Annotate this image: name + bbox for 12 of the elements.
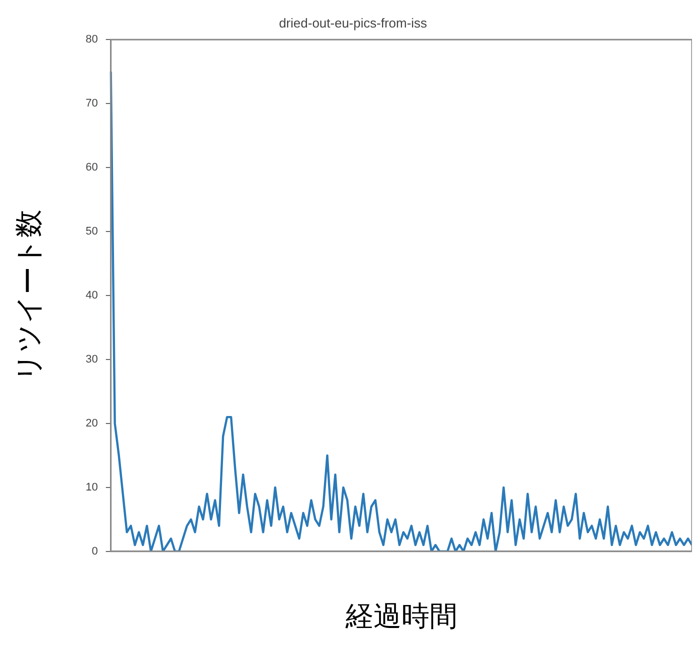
- y-tick-label: 20: [86, 417, 98, 430]
- y-tick-label: 30: [86, 354, 98, 366]
- x-axis-title: 経過時間: [344, 599, 458, 632]
- y-tick-label: 40: [86, 290, 98, 302]
- y-tick-label: 80: [86, 34, 98, 46]
- y-tick-label: 0: [92, 545, 98, 558]
- y-tick-label: 50: [86, 226, 98, 238]
- y-tick-label: 10: [86, 481, 98, 494]
- y-axis-title: リツイート数: [12, 210, 46, 382]
- y-tick-label: 60: [86, 162, 98, 174]
- y-tick-label: 70: [86, 98, 98, 110]
- chart-title: dried-out-eu-pics-from-iss: [278, 15, 428, 30]
